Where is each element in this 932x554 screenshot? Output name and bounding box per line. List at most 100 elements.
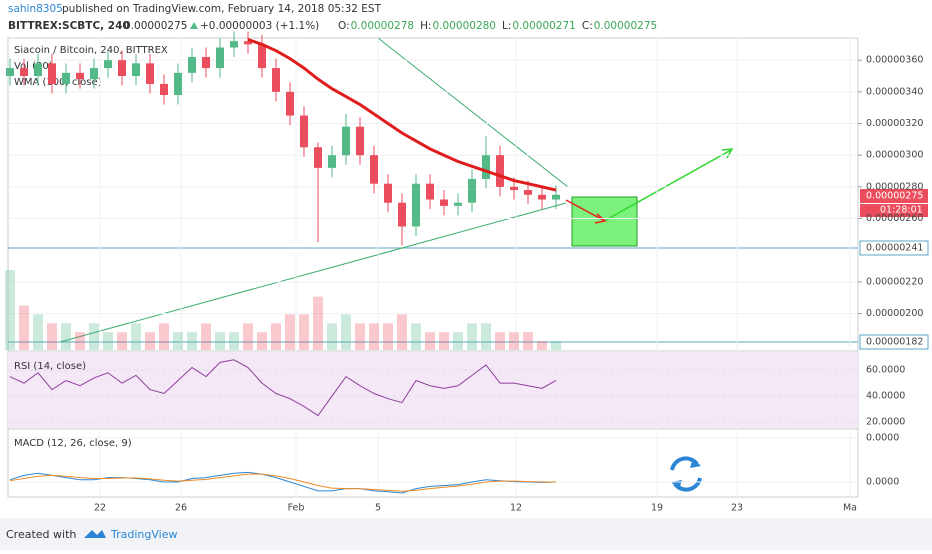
volume-bar [327, 323, 337, 350]
pane-title: MACD (12, 26, close, 9) [14, 438, 132, 449]
ohlc-value: 0.00000280 [433, 20, 496, 32]
candle-body [48, 63, 56, 84]
y-tick-label: 0.00000300 [866, 150, 923, 161]
volume-bar [397, 314, 407, 350]
y-tick-label: 0.00000220 [866, 276, 923, 287]
x-tick-label: 12 [510, 503, 522, 514]
signal-line [9, 473, 556, 492]
up-arrow [190, 22, 198, 29]
candle-body [104, 60, 112, 69]
candle-body [384, 183, 392, 203]
candle-body [258, 44, 266, 69]
candle-body [426, 183, 434, 200]
candle-body [552, 194, 560, 200]
candle-body [342, 126, 350, 156]
volume-bar [369, 323, 379, 350]
x-tick-label: 26 [175, 503, 187, 514]
candle-body [286, 91, 294, 116]
byline-user[interactable]: sahin8305 [8, 3, 63, 15]
y-tick-label: 0.00000260 [866, 213, 923, 224]
candle-body [356, 126, 364, 156]
x-tick-label: Feb [288, 503, 305, 514]
candle-body [34, 63, 42, 77]
volume-bar [159, 323, 169, 350]
volume-bar [481, 323, 491, 350]
candle-body [6, 68, 14, 77]
volume-bar [495, 332, 505, 350]
volume-bar [285, 314, 295, 350]
ohlc-value: 0.00000271 [512, 20, 575, 32]
rsi-line [9, 359, 557, 417]
trend-line [377, 37, 569, 188]
candle-body [398, 202, 406, 227]
y-tick-label: 0.00000200 [866, 308, 923, 319]
candle-body [76, 72, 84, 80]
candle-body [62, 72, 70, 84]
volume-bar [439, 332, 449, 350]
volume-bar [131, 323, 141, 350]
candle-body [538, 194, 546, 200]
ohlc-value: 0.00000275 [594, 20, 657, 32]
y-tick-label: 0.00000340 [866, 86, 923, 97]
level-label: 0.00000241 [866, 243, 923, 254]
volume-bar [89, 323, 99, 350]
pane-title: RSI (14, close) [14, 361, 86, 372]
x-tick-label: 5 [375, 503, 381, 514]
candle-body [370, 155, 378, 184]
candle-body [440, 199, 448, 206]
volume-bar [411, 323, 421, 350]
level-label: 0.00000182 [866, 337, 923, 348]
volume-bar [243, 323, 253, 350]
volume-bar [383, 323, 393, 350]
candle-body [272, 68, 280, 92]
candle-body [216, 47, 224, 69]
created-with: Created with [6, 528, 76, 541]
wma-line [247, 38, 557, 192]
volume-bar [299, 314, 309, 350]
volume-bar [313, 296, 323, 350]
arrow [565, 199, 604, 221]
candle-body [146, 63, 154, 84]
volume-bar [173, 332, 183, 350]
last-price: 0.00000275 [124, 20, 187, 32]
candle-body [510, 186, 518, 191]
y-tick-label: 60.0000 [866, 365, 905, 376]
footer-bar [0, 518, 932, 550]
volume-bar [47, 323, 57, 350]
y-tick-label: 0.0000 [866, 477, 899, 488]
ohlc-key: H: [420, 20, 431, 32]
candle-body [118, 60, 126, 77]
byline: published on TradingView.com, February 1… [62, 3, 382, 15]
brand[interactable]: TradingView [110, 528, 177, 541]
volume-bar [537, 341, 547, 350]
level-tag [859, 334, 929, 350]
arrow-head [594, 213, 607, 224]
candle-body [230, 41, 238, 48]
volume-bar [425, 332, 435, 350]
x-tick-label: 19 [651, 503, 663, 514]
ohlc-key: L: [502, 20, 511, 32]
volume-bar [341, 314, 351, 350]
candle-body [202, 57, 210, 69]
legend-item: Vol (20) [14, 61, 53, 72]
y-tick-label: 0.0000 [866, 432, 899, 443]
candle-body [174, 72, 182, 96]
volume-bar [103, 332, 113, 350]
candle-body [524, 190, 532, 195]
x-tick-label: 23 [731, 503, 743, 514]
volume-bar [551, 341, 561, 350]
candle-body [244, 41, 252, 45]
legend-item: WMA (100, close) [14, 77, 102, 88]
ohlc-key: O: [338, 20, 350, 32]
volume-bar [61, 323, 71, 350]
volume-bar [229, 332, 239, 350]
volume-bar [257, 332, 267, 350]
countdown-tag [860, 204, 928, 217]
rsi-band [8, 352, 858, 428]
volume-bar [5, 270, 15, 350]
volume-bar [509, 332, 519, 350]
level-tag [859, 240, 929, 256]
volume-bar [75, 332, 85, 350]
